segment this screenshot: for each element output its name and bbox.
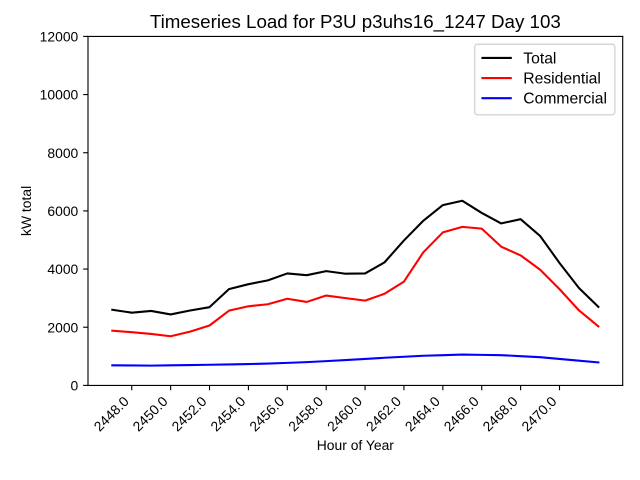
svg-text:Residential: Residential xyxy=(523,71,601,88)
svg-text:Timeseries Load for P3U p3uhs1: Timeseries Load for P3U p3uhs16_1247 Day… xyxy=(150,11,561,33)
svg-text:8000: 8000 xyxy=(47,145,78,161)
svg-text:6000: 6000 xyxy=(47,203,78,219)
svg-text:0: 0 xyxy=(71,377,79,393)
svg-text:kW total: kW total xyxy=(18,186,34,236)
svg-text:Hour of Year: Hour of Year xyxy=(317,437,395,453)
svg-text:2000: 2000 xyxy=(47,319,78,335)
svg-text:Commercial: Commercial xyxy=(523,91,607,108)
svg-text:Total: Total xyxy=(523,50,556,67)
svg-text:10000: 10000 xyxy=(40,87,79,103)
svg-text:12000: 12000 xyxy=(40,28,79,44)
svg-text:4000: 4000 xyxy=(47,261,78,277)
